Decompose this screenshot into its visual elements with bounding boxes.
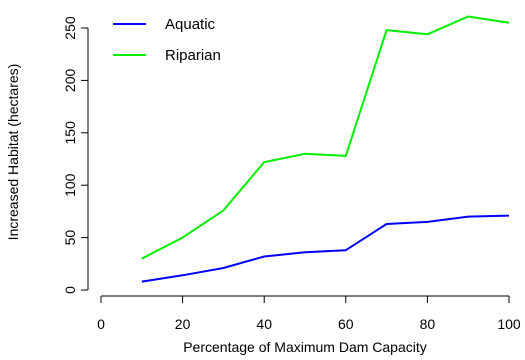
x-tick-label: 0: [97, 316, 105, 332]
series-line-riparian: [141, 15, 510, 260]
y-tick-label: 150: [62, 121, 78, 145]
x-tick-label: 40: [256, 316, 272, 332]
x-tick-label: 100: [497, 316, 521, 332]
x-tick-label: 20: [175, 316, 191, 332]
x-tick-label: 60: [338, 316, 354, 332]
y-tick-label: 0: [62, 286, 78, 294]
series-layer: [141, 15, 510, 283]
axes: 0 20 40 60 80 100 0 50 100 150 200 250: [62, 16, 521, 332]
y-tick-label: 200: [62, 69, 78, 93]
x-ticks: 0 20 40 60 80 100: [97, 296, 521, 332]
y-tick-label: 50: [62, 230, 78, 246]
y-axis-label: Increased Habitat (hectares): [5, 64, 21, 241]
x-axis-label: Percentage of Maximum Dam Capacity: [183, 339, 427, 355]
legend-label-aquatic: Aquatic: [165, 16, 216, 33]
y-ticks: 0 50 100 150 200 250: [62, 16, 88, 294]
legend-label-riparian: Riparian: [165, 47, 221, 64]
y-tick-label: 100: [62, 173, 78, 197]
legend: Aquatic Riparian: [113, 16, 221, 64]
x-tick-label: 80: [420, 316, 436, 332]
y-tick-label: 250: [62, 16, 78, 40]
series-line-aquatic: [141, 214, 510, 283]
